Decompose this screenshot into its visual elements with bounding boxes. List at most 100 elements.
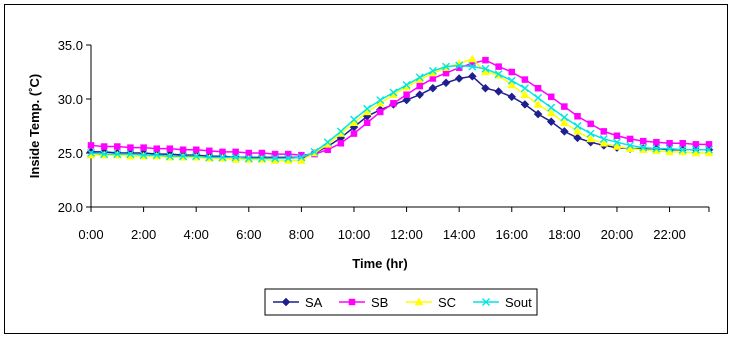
x-tick-label: 20:00 xyxy=(601,227,634,242)
series-sout-point xyxy=(349,115,358,124)
x-tick-label: 14:00 xyxy=(443,227,476,242)
series-sout-point xyxy=(297,153,306,162)
series-sa-point xyxy=(560,127,569,136)
series-sout-point xyxy=(678,145,687,154)
x-tick-label: 10:00 xyxy=(338,227,371,242)
series-sb-point xyxy=(547,93,555,101)
legend-item-sb: SB xyxy=(339,295,388,310)
series-sout-point xyxy=(586,129,595,138)
series-sout-point xyxy=(626,141,635,150)
y-tick-label: 30.0 xyxy=(58,92,83,107)
series-sb-point xyxy=(166,145,174,152)
series-sb-point xyxy=(324,146,331,154)
series-sout-point xyxy=(455,61,464,70)
series-sout-point xyxy=(705,145,713,154)
series-sb-point xyxy=(613,132,621,139)
series-sb-point xyxy=(495,63,502,70)
series-sout-point xyxy=(310,147,319,156)
x-axis-title: Time (hr) xyxy=(352,256,407,271)
series-sout-point xyxy=(336,127,345,136)
series-sout-point xyxy=(639,143,648,152)
series-sc-point xyxy=(573,126,582,135)
x-tick-label: 8:00 xyxy=(289,227,314,242)
legend-label: SA xyxy=(305,295,323,310)
legend-item-sout: Sout xyxy=(473,295,532,310)
legend-item-sc: SC xyxy=(406,295,456,310)
plot-background xyxy=(91,45,709,207)
series-sb-point xyxy=(87,142,95,149)
series-sout-point xyxy=(179,152,188,161)
series-sout-point xyxy=(612,138,621,147)
series-sb-point xyxy=(377,108,384,116)
legend-label: SC xyxy=(438,295,456,310)
series-sb-point xyxy=(350,130,358,137)
series-sb-point xyxy=(429,75,437,82)
series-sout-point xyxy=(389,88,398,97)
series-sc-point xyxy=(533,99,543,108)
series-sb-point xyxy=(574,113,581,120)
series-sout-point xyxy=(468,62,477,71)
x-tick-label: 6:00 xyxy=(236,227,261,242)
series-sout-point xyxy=(257,154,266,163)
series-sb-point xyxy=(127,144,134,151)
legend-item-sa: SA xyxy=(273,295,323,310)
series-sc-point xyxy=(586,134,596,143)
series-sout-point xyxy=(244,154,253,163)
series-sb-point xyxy=(100,143,108,150)
legend-sb-point xyxy=(348,298,356,306)
x-tick-label: 0:00 xyxy=(78,227,103,242)
series-sb-point xyxy=(587,120,594,128)
series-sb-point xyxy=(140,144,147,151)
series-sb-point xyxy=(626,135,634,143)
series-sa-point xyxy=(520,100,530,109)
legend-sa-point xyxy=(281,297,291,307)
series-sb-point xyxy=(482,56,489,64)
series-sa-point xyxy=(467,71,477,81)
series-sout-point xyxy=(691,145,700,154)
series-sout-point xyxy=(100,150,109,159)
series-sc-point xyxy=(507,80,517,89)
series-sc-point xyxy=(520,90,530,98)
series-sout-point xyxy=(415,73,424,82)
series-sb-point xyxy=(114,143,121,150)
series-sout-line xyxy=(90,64,709,160)
series-sa-point xyxy=(441,78,451,88)
x-tick-label: 4:00 xyxy=(184,227,209,242)
y-tick-label: 25.0 xyxy=(58,146,83,161)
series-sout-point xyxy=(165,152,174,161)
series-sa-point xyxy=(402,95,411,105)
series-sout-point xyxy=(652,144,661,153)
series-sc-point xyxy=(559,118,569,127)
series-sc-point xyxy=(467,54,477,63)
series-sb-point xyxy=(403,91,410,98)
legend-sc-point xyxy=(414,297,424,306)
series-sout-point xyxy=(560,113,569,122)
series-sc-point xyxy=(599,138,609,147)
series-sa-point xyxy=(507,92,517,102)
series-sout-point xyxy=(323,138,332,147)
series-sout-point xyxy=(520,84,529,93)
series-sb-point xyxy=(653,138,660,146)
series-sout-point xyxy=(442,62,451,71)
series-sa-point xyxy=(415,90,425,100)
x-tick-label: 22:00 xyxy=(653,227,686,242)
series-sout-point xyxy=(284,154,293,163)
series-sout-point xyxy=(547,103,556,112)
x-tick-label: 16:00 xyxy=(495,227,528,242)
series-sc-point xyxy=(546,108,556,117)
series-sout-point xyxy=(376,96,385,105)
series-sb-point xyxy=(363,119,371,127)
series-sb-point xyxy=(192,146,200,154)
series-sb-point xyxy=(600,128,608,135)
series-sout-point xyxy=(152,151,161,160)
series-sout-point xyxy=(665,144,674,153)
x-axis: 0:00 2:00 4:00 6:00 8:00 10:00 12:00 14:00 16:00… xyxy=(78,206,710,242)
series-sout-point xyxy=(599,134,608,143)
legend-label: Sout xyxy=(505,295,532,310)
series-sb-point xyxy=(206,147,213,155)
series-sout-point xyxy=(494,70,503,79)
series-sb-point xyxy=(521,76,529,83)
series-sout xyxy=(87,61,713,163)
series-sb-point xyxy=(508,68,516,76)
series-sa-point xyxy=(546,117,556,127)
